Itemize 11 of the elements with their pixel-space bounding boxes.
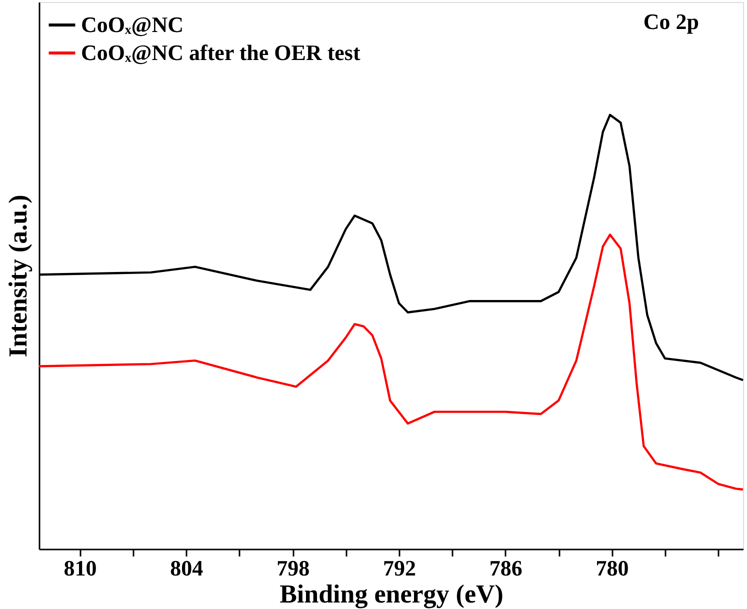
y-axis-title: Intensity (a.u.): [4, 194, 32, 358]
x-tick-label: 786: [489, 556, 522, 580]
x-tick-label: 780: [596, 556, 629, 580]
x-tick-label: 798: [276, 556, 310, 580]
x-tick-label: 792: [382, 556, 416, 580]
legend-label: CoOₓ@NC after the OER test: [81, 40, 361, 65]
x-axis-title: Binding energy (eV): [280, 580, 504, 608]
x-tick-label: 804: [170, 556, 204, 580]
x-tick-label: 810: [64, 556, 97, 580]
legend-label: CoOₓ@NC: [81, 12, 184, 37]
text: Co 2p: [643, 9, 699, 34]
